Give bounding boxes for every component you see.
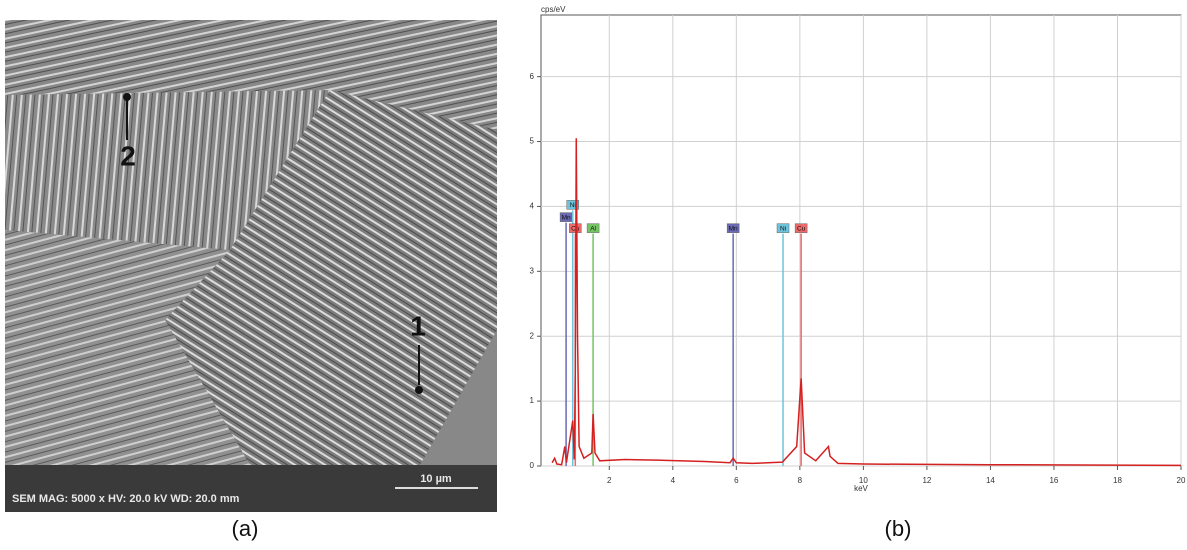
grain (5, 230, 250, 465)
point (123, 93, 131, 101)
element-box (794, 223, 808, 233)
point-label: 1 (410, 310, 426, 341)
grain (165, 90, 497, 465)
y-tick-label: 2 (530, 331, 535, 340)
y-axis-label: cps/eV (541, 5, 566, 14)
point (415, 386, 423, 394)
y-tick-label: 3 (530, 266, 535, 275)
spectrum-line (551, 138, 1182, 467)
x-tick-label: 14 (986, 476, 995, 485)
y-tick-label: 5 (530, 137, 535, 146)
element-label: Mn (729, 225, 738, 232)
x-tick-label: 4 (671, 476, 676, 485)
info-text: SEM MAG: 5000 x HV: 20.0 kV WD: 20.0 mm (12, 493, 240, 505)
x-tick-label: 18 (1113, 476, 1122, 485)
y-tick-label: 1 (530, 396, 535, 405)
grain (5, 90, 330, 250)
element-box (776, 223, 790, 233)
caption: (a) (232, 516, 259, 541)
sem-image: 2 1 10 µm SEM MAG: 5000 x HV: 20.0 kV WD… (5, 20, 497, 512)
x-tick-label: 6 (734, 476, 739, 485)
y-tick-label: 4 (530, 202, 535, 211)
y-tick-label: 0 (530, 461, 535, 470)
y-tick-label: 6 (530, 72, 535, 81)
element-label: Cu (797, 225, 806, 232)
point-label: 2 (120, 140, 136, 171)
element-box (566, 200, 580, 210)
element-box (726, 223, 740, 233)
x-tick-label: 8 (798, 476, 803, 485)
x-tick-label: 10 (859, 476, 868, 485)
element-label: Al (590, 225, 596, 232)
x-tick-label: 2 (607, 476, 612, 485)
scale-label: 10 µm (420, 473, 452, 485)
caption: (b) (885, 516, 912, 541)
element-label: Ni (780, 225, 786, 232)
element-label: Ni (570, 202, 576, 209)
plot-area (540, 14, 1182, 467)
element-label: Mn (562, 214, 571, 221)
element-box (586, 223, 600, 233)
x-tick-label: 16 (1049, 476, 1058, 485)
x-tick-label: 12 (922, 476, 931, 485)
x-axis-label: keV (854, 484, 868, 493)
grain (5, 20, 497, 130)
x-tick-label: 20 (1177, 476, 1186, 485)
